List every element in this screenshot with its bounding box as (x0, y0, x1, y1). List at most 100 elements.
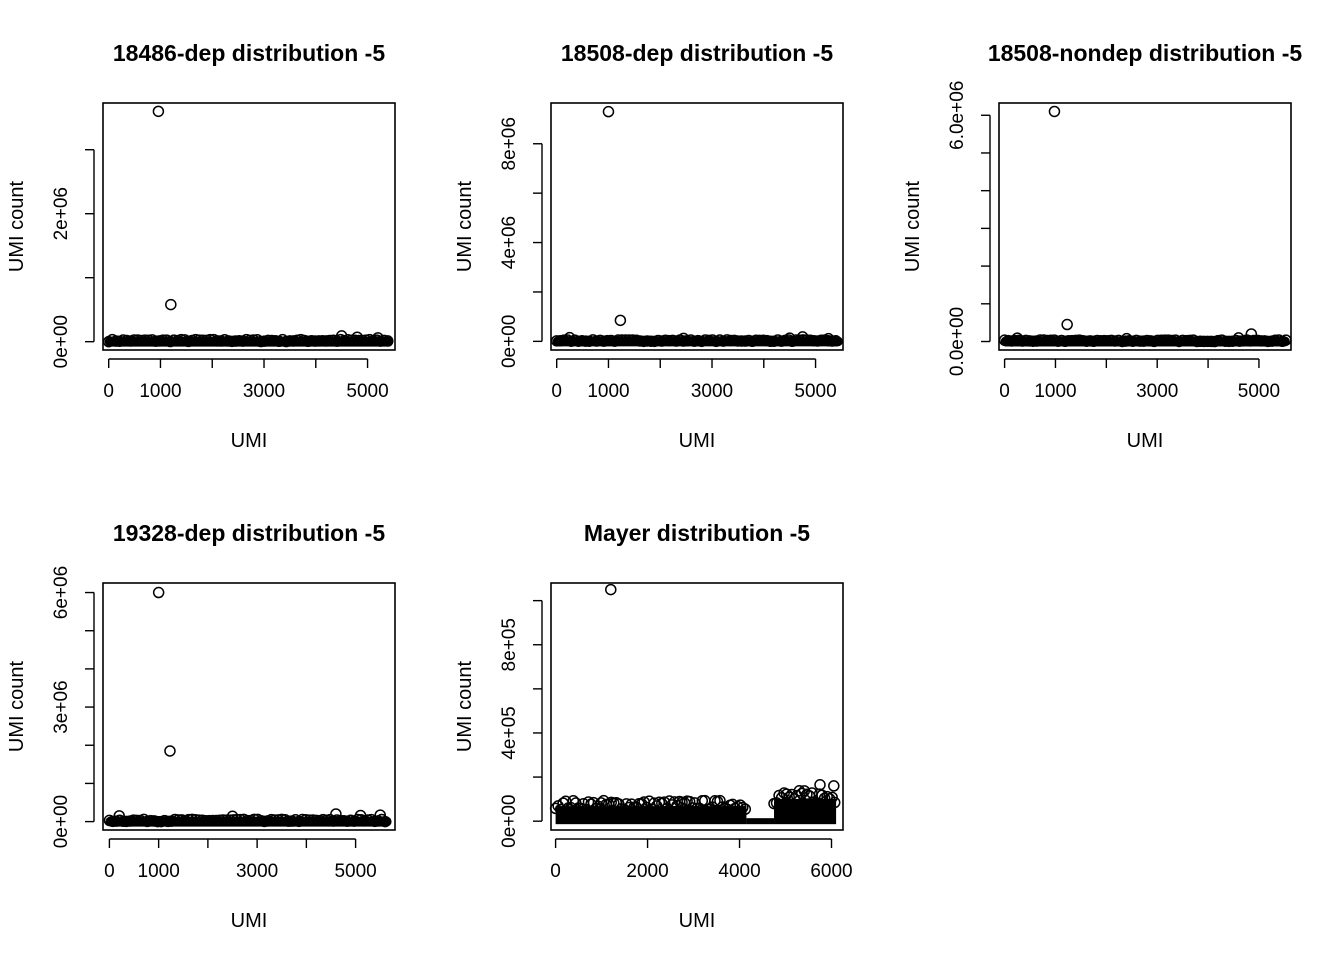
data-point (663, 334, 675, 347)
data-point (349, 334, 361, 347)
data-point (1205, 335, 1217, 348)
x-axis-label: UMI (679, 910, 716, 932)
data-point (351, 331, 363, 343)
data-point (1162, 334, 1175, 346)
data-point (244, 334, 256, 347)
data-point (354, 809, 367, 822)
outlier-point (165, 298, 177, 311)
data-point (808, 334, 820, 347)
scatter-panel-3: 18508-nondep distribution -5 UMI UMI count… (902, 0, 1302, 452)
x-axis: 0 2000 4000 6000 (550, 838, 853, 882)
y-tick-label: 8e+06 (499, 117, 520, 170)
data-point (1232, 332, 1245, 344)
data-point (659, 334, 672, 347)
data-points (998, 105, 1292, 348)
y-axis: 0.0e+00 6.0e+06 1.2e+07 (928, 0, 997, 376)
outlier-point (1061, 318, 1073, 331)
data-point (226, 335, 238, 348)
data-point (735, 335, 748, 347)
data-point (764, 335, 777, 348)
scatter-panel-2: 18508-dep distribution -5 UMI UMI count 0 10… (454, 40, 844, 452)
x-tick-label: 0 (999, 381, 1010, 402)
data-point (579, 335, 592, 347)
data-point (374, 809, 386, 821)
x-tick-label: 0 (551, 381, 562, 402)
outlier-point (1048, 105, 1061, 118)
x-axis: 0 1000 3000 5000 (104, 838, 377, 882)
data-point (582, 796, 595, 808)
data-point (641, 335, 654, 347)
data-point (1011, 332, 1024, 344)
data-point (222, 335, 235, 347)
plot-frame (550, 102, 844, 351)
y-axis-label: UMI count (454, 660, 476, 752)
x-tick-label: 3000 (236, 861, 278, 882)
outlier-point (152, 586, 165, 599)
data-point (269, 334, 282, 347)
x-tick-label: 1000 (138, 861, 180, 882)
chart-title: Mayer distribution -5 (584, 520, 810, 546)
data-point (175, 333, 187, 346)
outlier-point (152, 105, 165, 118)
data-point (266, 334, 278, 347)
data-point (788, 793, 801, 805)
dense-point-mass (746, 818, 775, 825)
data-point (783, 332, 796, 344)
data-point (739, 803, 752, 815)
y-axis: 0e+00 3e+06 6e+06 (51, 566, 95, 848)
data-point (1120, 332, 1133, 345)
data-point (157, 334, 169, 346)
chart-title: 18508-dep distribution -5 (561, 40, 833, 66)
data-point (601, 334, 614, 347)
data-point (284, 335, 296, 347)
data-point (627, 334, 639, 346)
data-point (828, 796, 841, 809)
y-axis-label: UMI count (902, 180, 924, 272)
data-point (226, 810, 239, 823)
x-tick-label: 3000 (691, 381, 733, 402)
x-axis-label: UMI (231, 430, 268, 452)
data-point (683, 795, 696, 808)
data-point (313, 335, 325, 347)
y-axis: 0e+00 4e+06 8e+06 (499, 117, 543, 368)
data-point (131, 334, 144, 346)
data-point (677, 332, 690, 345)
plot-frame (550, 582, 844, 831)
y-axis-label: UMI count (6, 660, 28, 752)
data-points (103, 586, 392, 828)
data-point (113, 810, 125, 822)
x-axis-label: UMI (231, 910, 268, 932)
data-point (699, 334, 712, 346)
data-point (1027, 335, 1039, 347)
data-point (135, 334, 148, 347)
data-point (830, 335, 842, 347)
data-point (233, 334, 245, 347)
data-point (168, 334, 180, 346)
data-point (1070, 334, 1082, 347)
y-tick-label: 0e+00 (51, 315, 72, 368)
x-tick-label: 5000 (794, 381, 836, 402)
data-point (110, 335, 122, 347)
data-point (247, 334, 260, 346)
y-tick-label: 4e+06 (499, 216, 520, 269)
outlier-point (164, 745, 176, 757)
data-point (305, 335, 318, 347)
data-point (1262, 335, 1274, 348)
y-tick-label: 2e+06 (51, 187, 72, 240)
data-point (150, 335, 162, 347)
data-point (822, 332, 835, 345)
data-point (142, 334, 155, 347)
plot-frame (102, 102, 396, 351)
data-point (724, 334, 737, 347)
data-point (324, 334, 336, 347)
data-point (598, 335, 610, 347)
y-tick-label: 0e+00 (499, 794, 520, 847)
data-point (204, 333, 216, 346)
x-axis: 0 1000 3000 5000 (999, 358, 1280, 402)
outlier-point (614, 314, 627, 327)
data-point (139, 334, 151, 346)
y-tick-label: 6.0e+06 (947, 81, 968, 150)
scatter-panel-5: Mayer distribution -5 UMI UMI count 0 2000 40… (454, 520, 853, 932)
data-point (255, 335, 267, 348)
